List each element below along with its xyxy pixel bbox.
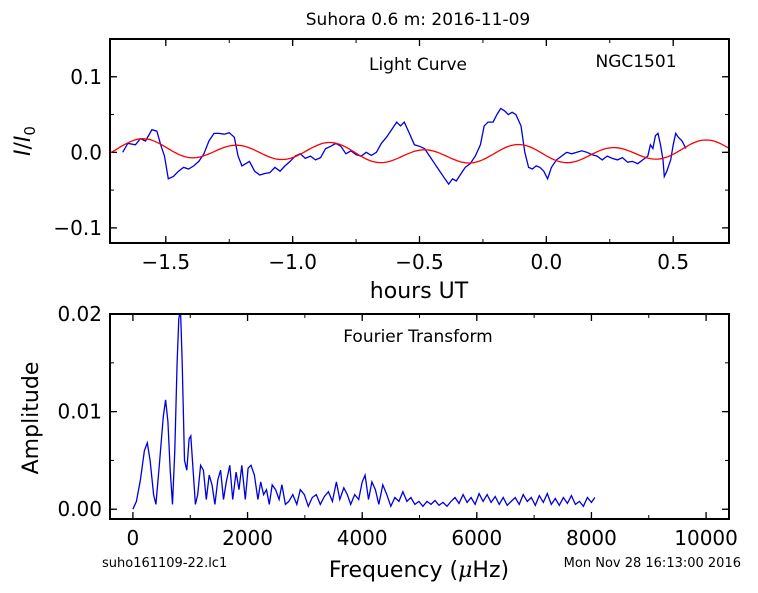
fourier-panel: 0 2000 4000 6000 8000 10000 0.00 0.01 0.02 Four… (19, 302, 738, 583)
fourier-annotation: Fourier Transform (343, 327, 492, 347)
light-curve-frame (109, 38, 730, 244)
footer-timestamp: Mon Nov 28 16:13:00 2016 (564, 556, 741, 571)
fourier-xlabel-text: Frequency ( (329, 558, 458, 583)
object-label: NGC1501 (595, 52, 676, 72)
figure-title: Suhora 0.6 m: 2016-11-09 (306, 10, 530, 30)
light-curve-fit-line (110, 138, 729, 164)
fourier-ylabel: Amplitude (19, 362, 44, 475)
x-tick-label: 6000 (451, 526, 502, 550)
x-tick-label: 2000 (222, 526, 273, 550)
light-curve-ylabel: I/I0 (11, 126, 39, 156)
x-tick-label: 8000 (566, 526, 617, 550)
y-tick-label: −0.1 (53, 216, 102, 240)
light-curve-panel: −1.5 −1.0 −0.5 0.0 0.5 −0.1 0.0 0.1 Light Curv… (11, 38, 730, 304)
fourier-xlabel: Frequency (μHz) (329, 558, 509, 583)
y-tick-label: 0.1 (70, 65, 102, 89)
y-tick-label: 0.00 (57, 497, 102, 521)
fourier-xlabel-symbol: μ (458, 558, 472, 583)
x-tick-label: 0.0 (530, 250, 562, 274)
light-curve-annotation: Light Curve (369, 55, 467, 75)
x-tick-label: 0.5 (657, 250, 689, 274)
fourier-amplitude-line (132, 314, 596, 510)
y-tick-label: 0.0 (70, 140, 102, 164)
y-tick-label: 0.01 (57, 400, 102, 424)
fourier-xlabel-unit: Hz) (472, 558, 509, 583)
x-tick-label: 4000 (337, 526, 388, 550)
light-curve-xlabel: hours UT (370, 279, 469, 304)
fourier-frame (109, 313, 730, 520)
x-tick-label: 0 (127, 526, 140, 550)
light-curve-observed-line (122, 107, 687, 186)
x-tick-label: 10000 (674, 526, 738, 550)
y-tick-label: 0.02 (57, 302, 102, 326)
x-tick-label: −0.5 (395, 250, 444, 274)
x-tick-label: −1.5 (142, 250, 191, 274)
footer-filename: suho161109-22.lc1 (102, 556, 227, 571)
x-tick-label: −1.0 (268, 250, 317, 274)
